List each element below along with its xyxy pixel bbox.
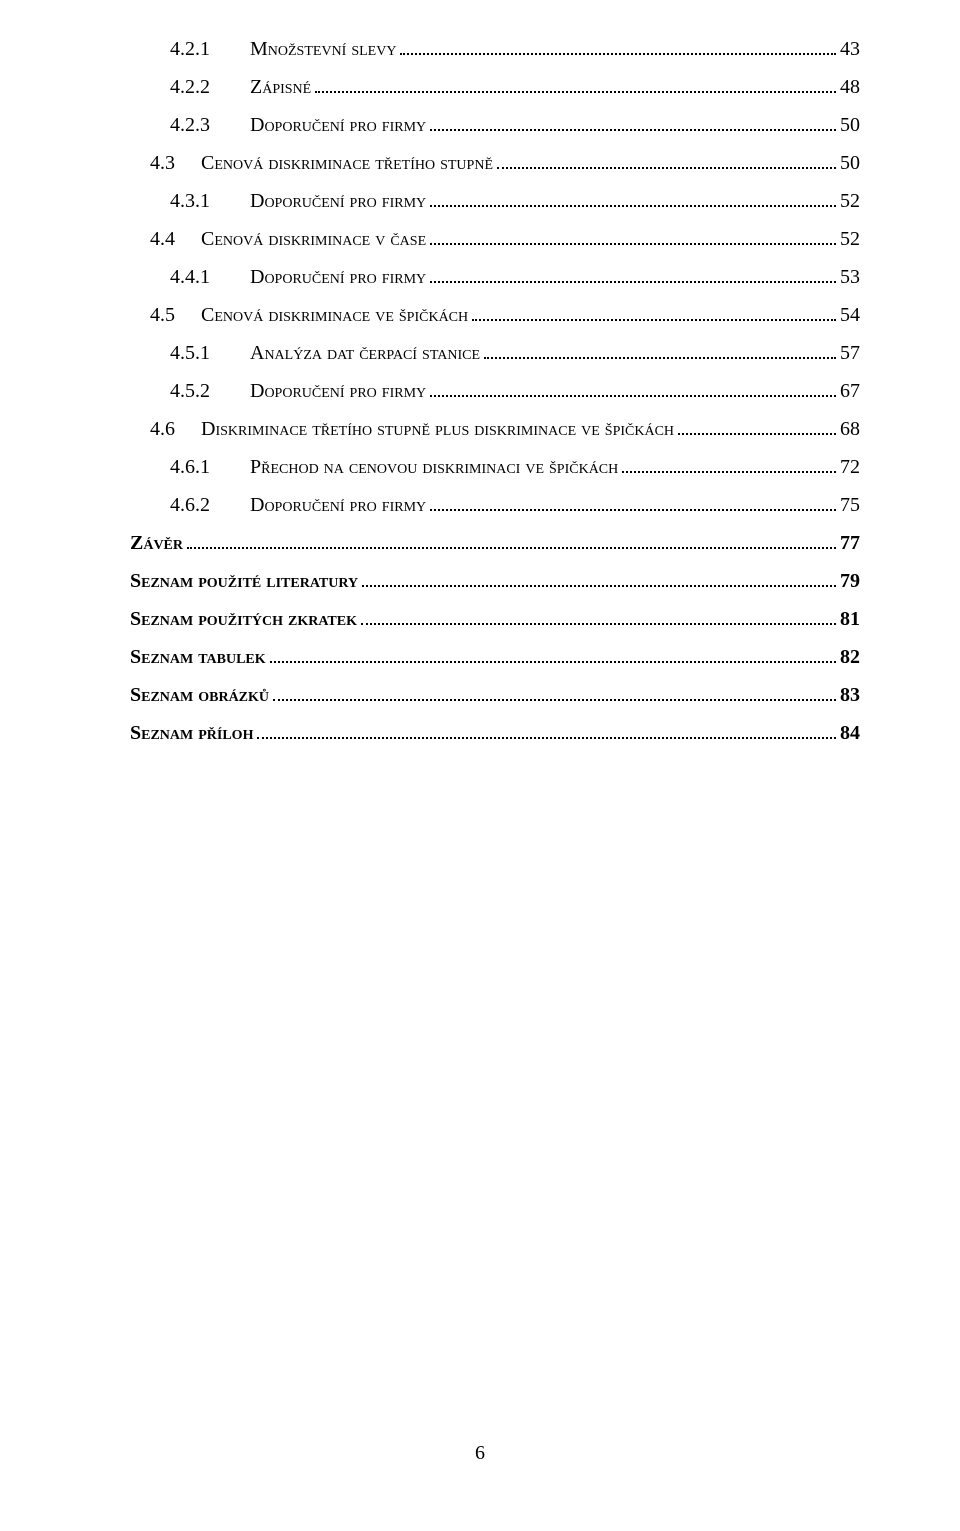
toc-entry: 4.6.1 Přechod na cenovou diskriminaci ve… bbox=[130, 448, 860, 486]
toc-entry: 4.3.1 Doporučení pro firmy 52 bbox=[130, 182, 860, 220]
toc-label: Závěr bbox=[130, 524, 183, 562]
toc-entry: Závěr 77 bbox=[130, 524, 860, 562]
toc-page-number: 53 bbox=[840, 258, 860, 296]
toc-label: Doporučení pro firmy bbox=[250, 106, 426, 144]
toc-label: Diskriminace třetího stupně plus diskrim… bbox=[201, 410, 674, 448]
toc-dot-leader bbox=[361, 607, 836, 625]
toc-entry: 4.2.2 Zápisné 48 bbox=[130, 68, 860, 106]
toc-dot-leader bbox=[430, 227, 836, 245]
toc-label: Seznam použitých zkratek bbox=[130, 600, 357, 638]
toc-entry: 4.5.2 Doporučení pro firmy 67 bbox=[130, 372, 860, 410]
toc-label: Doporučení pro firmy bbox=[250, 258, 426, 296]
toc-dot-leader bbox=[472, 303, 836, 321]
toc-label: Doporučení pro firmy bbox=[250, 182, 426, 220]
toc-entry: 4.5 Cenová diskriminace ve špičkách 54 bbox=[130, 296, 860, 334]
toc-entry: 4.2.1 Množstevní slevy 43 bbox=[130, 30, 860, 68]
toc-entry: 4.2.3 Doporučení pro firmy 50 bbox=[130, 106, 860, 144]
toc-page-number: 81 bbox=[840, 600, 860, 638]
toc-entry: Seznam použité literatury 79 bbox=[130, 562, 860, 600]
toc-number: 4.6 bbox=[150, 410, 175, 448]
toc-page-number: 57 bbox=[840, 334, 860, 372]
toc-dot-leader bbox=[430, 265, 836, 283]
toc-dot-leader bbox=[257, 721, 836, 739]
toc-number: 4.4 bbox=[150, 220, 175, 258]
toc-dot-leader bbox=[484, 341, 836, 359]
toc-number: 4.2.3 bbox=[170, 106, 210, 144]
toc-page-number: 52 bbox=[840, 182, 860, 220]
toc-label: Seznam použité literatury bbox=[130, 562, 358, 600]
toc-dot-leader bbox=[430, 493, 836, 511]
toc-number: 4.2.1 bbox=[170, 30, 210, 68]
toc-dot-leader bbox=[430, 379, 836, 397]
toc-label: Seznam příloh bbox=[130, 714, 253, 752]
toc-dot-leader bbox=[497, 151, 836, 169]
toc-dot-leader bbox=[273, 683, 836, 701]
toc-dot-leader bbox=[187, 531, 836, 549]
toc-number: 4.6.2 bbox=[170, 486, 210, 524]
toc-number: 4.3 bbox=[150, 144, 175, 182]
toc-entry: Seznam obrázků 83 bbox=[130, 676, 860, 714]
toc-number: 4.4.1 bbox=[170, 258, 210, 296]
toc-number: 4.5.2 bbox=[170, 372, 210, 410]
toc-entry: 4.3 Cenová diskriminace třetího stupně 5… bbox=[130, 144, 860, 182]
toc-page-number: 72 bbox=[840, 448, 860, 486]
toc-number: 4.5.1 bbox=[170, 334, 210, 372]
toc-label: Cenová diskriminace ve špičkách bbox=[201, 296, 468, 334]
toc-label: Seznam obrázků bbox=[130, 676, 269, 714]
toc-entry: 4.4 Cenová diskriminace v čase 52 bbox=[130, 220, 860, 258]
toc-number: 4.5 bbox=[150, 296, 175, 334]
toc-label: Seznam tabulek bbox=[130, 638, 266, 676]
toc-entry: Seznam příloh 84 bbox=[130, 714, 860, 752]
toc-page-number: 83 bbox=[840, 676, 860, 714]
toc-page-number: 75 bbox=[840, 486, 860, 524]
toc-dot-leader bbox=[430, 113, 836, 131]
toc-page-number: 77 bbox=[840, 524, 860, 562]
toc-page-number: 67 bbox=[840, 372, 860, 410]
toc-entry: 4.4.1 Doporučení pro firmy 53 bbox=[130, 258, 860, 296]
toc-entry: Seznam tabulek 82 bbox=[130, 638, 860, 676]
toc-dot-leader bbox=[678, 417, 836, 435]
toc-dot-leader bbox=[315, 75, 836, 93]
toc-entry: 4.5.1 Analýza dat čerpací stanice 57 bbox=[130, 334, 860, 372]
toc-label: Doporučení pro firmy bbox=[250, 486, 426, 524]
toc-label: Přechod na cenovou diskriminaci ve špičk… bbox=[250, 448, 618, 486]
toc-page-number: 68 bbox=[840, 410, 860, 448]
toc-entry: Seznam použitých zkratek 81 bbox=[130, 600, 860, 638]
toc-dot-leader bbox=[622, 455, 836, 473]
toc-page-number: 79 bbox=[840, 562, 860, 600]
toc-number: 4.6.1 bbox=[170, 448, 210, 486]
toc-page-number: 82 bbox=[840, 638, 860, 676]
toc-label: Cenová diskriminace třetího stupně bbox=[201, 144, 493, 182]
toc-dot-leader bbox=[400, 37, 836, 55]
toc-page: 4.2.1 Množstevní slevy 43 4.2.2 Zápisné … bbox=[0, 0, 960, 1531]
toc-label: Cenová diskriminace v čase bbox=[201, 220, 426, 258]
toc-entry: 4.6 Diskriminace třetího stupně plus dis… bbox=[130, 410, 860, 448]
toc-label: Množstevní slevy bbox=[250, 30, 396, 68]
toc-dot-leader bbox=[362, 569, 836, 587]
toc-dot-leader bbox=[270, 645, 836, 663]
toc-entry: 4.6.2 Doporučení pro firmy 75 bbox=[130, 486, 860, 524]
toc-page-number: 48 bbox=[840, 68, 860, 106]
footer-page-number: 6 bbox=[0, 1442, 960, 1465]
toc-page-number: 43 bbox=[840, 30, 860, 68]
toc-page-number: 52 bbox=[840, 220, 860, 258]
toc-number: 4.2.2 bbox=[170, 68, 210, 106]
toc-dot-leader bbox=[430, 189, 836, 207]
toc-page-number: 50 bbox=[840, 106, 860, 144]
toc-page-number: 54 bbox=[840, 296, 860, 334]
toc-page-number: 84 bbox=[840, 714, 860, 752]
toc-label: Doporučení pro firmy bbox=[250, 372, 426, 410]
toc-number: 4.3.1 bbox=[170, 182, 210, 220]
toc-page-number: 50 bbox=[840, 144, 860, 182]
toc-label: Analýza dat čerpací stanice bbox=[250, 334, 480, 372]
toc-label: Zápisné bbox=[250, 68, 311, 106]
